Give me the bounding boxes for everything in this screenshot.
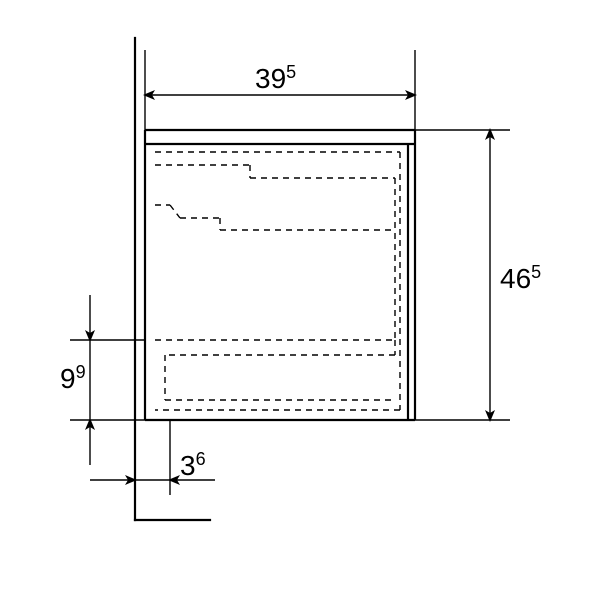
- object-layer: [145, 130, 415, 420]
- outline-layer: [135, 38, 210, 520]
- dimensions-layer: 395 465 99 36: [60, 50, 541, 495]
- dim-height-label: 465: [500, 262, 541, 294]
- hidden-lines-layer: [155, 152, 400, 410]
- technical-drawing: 395 465 99 36: [0, 0, 600, 600]
- dim-offset-label: 36: [180, 449, 206, 481]
- dim-width-label: 395: [255, 62, 296, 94]
- dim-gap-label: 99: [60, 362, 86, 394]
